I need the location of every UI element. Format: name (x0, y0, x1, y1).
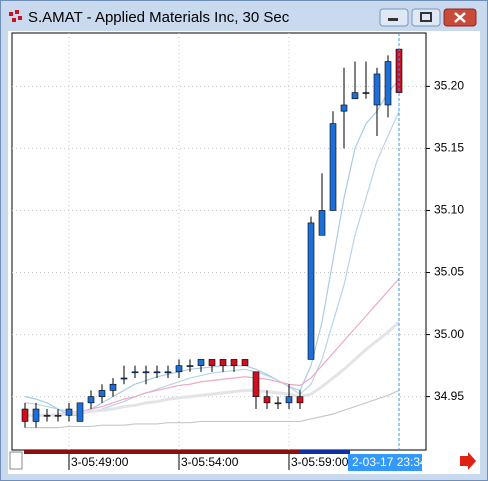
y-tick-label: 35.00 (434, 327, 464, 341)
y-tick-label: 35.15 (434, 141, 464, 155)
moving-average-line (25, 278, 400, 416)
candle-body (131, 371, 139, 374)
history-bar (24, 450, 300, 454)
candle-body (296, 396, 304, 404)
candle-body (65, 408, 73, 416)
maximize-button[interactable] (411, 8, 441, 27)
candle-body (175, 365, 183, 373)
candle-body (219, 359, 227, 366)
cursor-label-box (348, 454, 422, 471)
candle-body (43, 414, 51, 417)
close-button[interactable] (443, 8, 477, 27)
y-tick-label: 35.10 (434, 203, 464, 217)
candle-body (186, 365, 194, 367)
x-tick-label: 3-05:54:00 (181, 455, 239, 469)
candle-body (164, 371, 172, 374)
candle-body (153, 371, 161, 374)
candle-body (120, 377, 128, 380)
y-tick-label: 34.95 (434, 389, 464, 403)
history-bar-current (300, 450, 350, 454)
candle-body (263, 396, 271, 404)
candle-body (307, 222, 315, 360)
candle-body (197, 359, 205, 366)
candle-body (98, 390, 106, 397)
moving-average-line (25, 389, 400, 429)
candle-body (21, 408, 29, 422)
candle-body (230, 359, 238, 366)
candle-body (318, 210, 326, 236)
moving-average-line (25, 321, 401, 417)
candle-body (351, 92, 359, 100)
candle-body (252, 371, 260, 397)
x-tick-label: 3-05:59:00 (291, 455, 349, 469)
candle-body (208, 359, 216, 366)
app-icon (9, 10, 22, 22)
candle-body (54, 414, 62, 417)
y-tick-label: 35.05 (434, 265, 464, 279)
candle-body (274, 402, 282, 405)
candle-body (241, 359, 249, 366)
candle-body (362, 92, 370, 94)
candle-body (340, 104, 348, 112)
y-tick-label: 35.20 (434, 79, 464, 93)
candle-body (32, 408, 40, 422)
scroll-box[interactable] (9, 451, 23, 470)
candle-body (142, 371, 150, 374)
candle-body (76, 402, 84, 422)
cursor-label: 2-03-17 23:34:00 (352, 455, 444, 469)
scroll-right-arrow[interactable] (460, 452, 476, 470)
chart-area (8, 31, 480, 474)
candle-body (109, 383, 117, 391)
candle-body (87, 396, 95, 404)
x-tick-label: 3-05:49:00 (71, 455, 129, 469)
minimize-button[interactable] (379, 8, 409, 27)
candle-body (384, 61, 392, 106)
candle-body (329, 123, 337, 211)
candle-body (373, 73, 381, 106)
candle-body (285, 396, 293, 404)
window-title: S.AMAT - Applied Materials Inc, 30 Sec (28, 9, 290, 26)
